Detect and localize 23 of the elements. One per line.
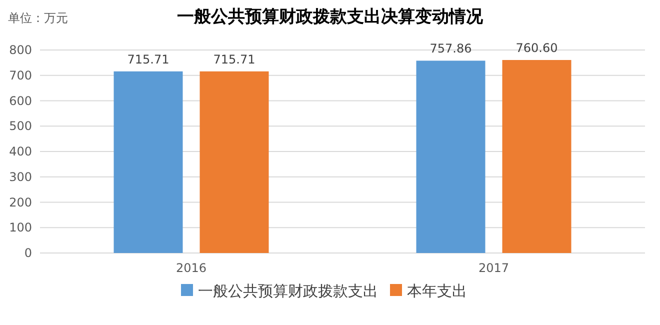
bar — [416, 60, 486, 253]
y-tick-label: 300 — [9, 170, 32, 184]
data-label: 760.60 — [516, 41, 558, 55]
y-tick-label: 100 — [9, 220, 32, 235]
bar — [114, 71, 183, 253]
bar — [200, 71, 269, 253]
legend-label: 本年支出 — [407, 282, 467, 300]
y-tick-label: 500 — [9, 119, 32, 134]
data-label: 715.71 — [213, 52, 256, 66]
y-tick-label: 700 — [9, 68, 32, 82]
data-label: 757.86 — [430, 42, 472, 56]
y-tick-label: 200 — [9, 195, 32, 210]
y-tick-label: 0 — [24, 246, 32, 260]
chart-title: 一般公共预算财政拨款支出决算变动情况 — [177, 7, 484, 27]
y-tick-label: 600 — [9, 94, 32, 108]
x-tick-label: 2016 — [176, 261, 207, 275]
y-axis-title: 单位：万元 — [8, 11, 68, 25]
bar — [502, 60, 572, 253]
legend-label: 一般公共预算财政拨款支出 — [198, 282, 378, 300]
data-label: 715.71 — [127, 52, 170, 66]
x-tick-label: 2017 — [478, 261, 510, 275]
y-tick-label: 800 — [9, 43, 32, 57]
y-tick-label: 400 — [9, 144, 32, 158]
